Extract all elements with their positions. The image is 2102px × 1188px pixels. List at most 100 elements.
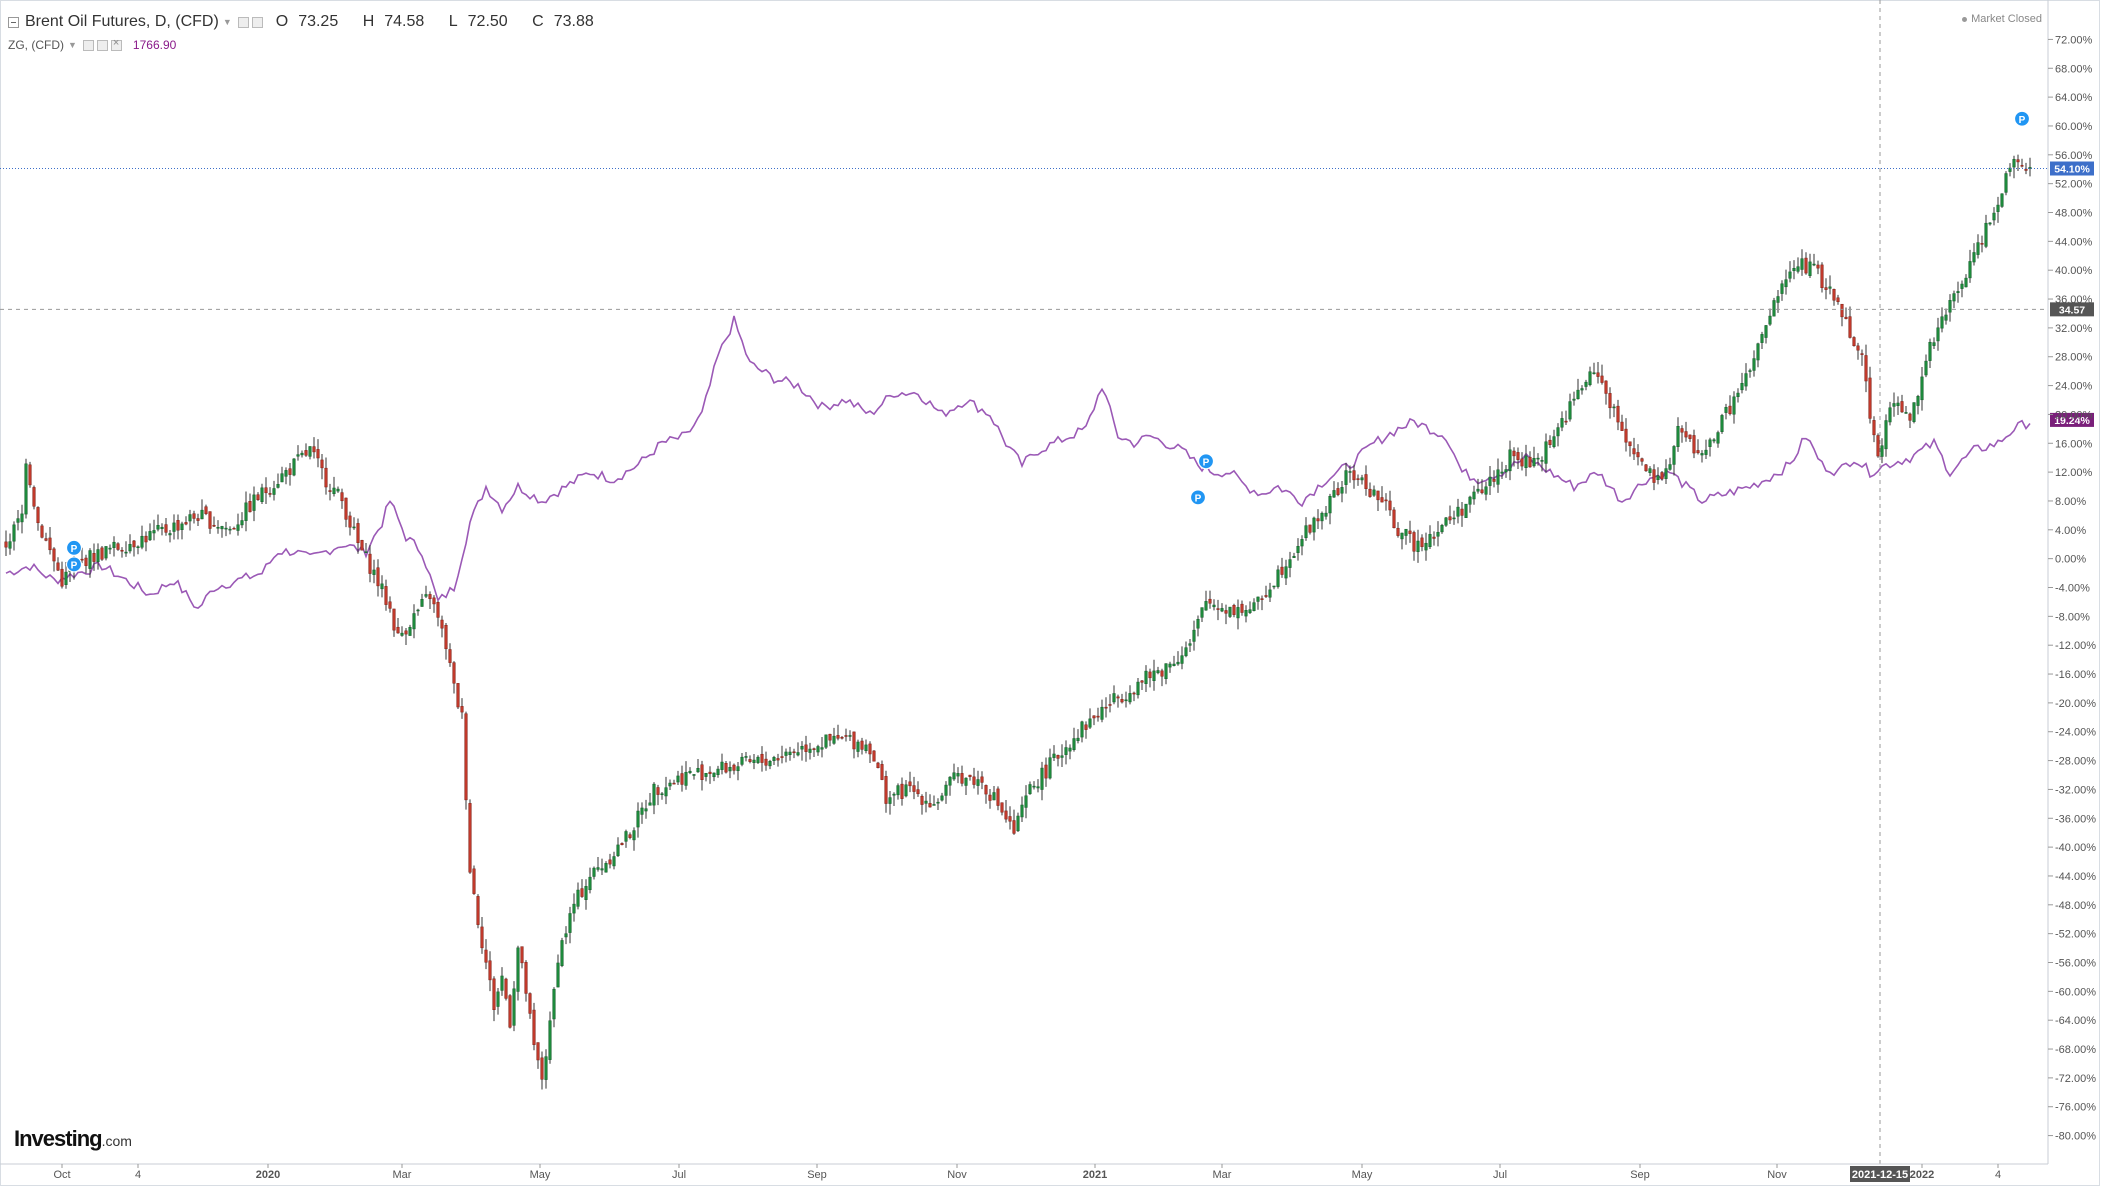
candle [80, 547, 84, 564]
candle-body [496, 991, 500, 1007]
candle-body [1768, 315, 1772, 325]
candle [1984, 214, 1988, 249]
y-tick-label: -68.00% [2055, 1044, 2096, 1056]
candle-body [64, 571, 68, 585]
candle-body [1144, 670, 1148, 684]
candle [1992, 207, 1996, 226]
y-tick-label: 40.00% [2055, 265, 2093, 277]
symbol-title[interactable]: Brent Oil Futures, D, (CFD) [25, 13, 219, 30]
visibility-icon[interactable] [251, 16, 263, 28]
candle-body [104, 546, 108, 559]
candle [1012, 809, 1016, 835]
candle [944, 781, 948, 804]
y-tick-label: 68.00% [2055, 63, 2093, 75]
candle [156, 514, 160, 532]
y-tick-label: -56.00% [2055, 958, 2096, 970]
candle [1732, 391, 1736, 424]
candle [1468, 495, 1472, 513]
candle [1264, 585, 1268, 599]
candle-body [1348, 471, 1352, 473]
candle [952, 763, 956, 781]
candle-body [84, 557, 88, 566]
candle-body [564, 933, 568, 938]
candle-body [868, 743, 872, 755]
candle [1088, 708, 1092, 729]
candle-body [948, 776, 952, 786]
candle-body [92, 553, 96, 562]
candle [936, 798, 940, 810]
candle-body [1204, 601, 1208, 611]
candle [1272, 585, 1276, 590]
y-tick-label: 44.00% [2055, 236, 2093, 248]
settings-icon[interactable] [82, 39, 94, 51]
p-marker-icon[interactable]: P [65, 539, 83, 556]
collapse-icon[interactable] [8, 16, 19, 28]
chevron-down-icon[interactable]: ▼ [68, 40, 77, 50]
candle-body [856, 741, 860, 752]
candle-body [340, 492, 344, 502]
candle-body [1720, 415, 1724, 432]
candle [828, 733, 832, 747]
p-marker-icon[interactable]: P [1189, 489, 1207, 506]
chevron-down-icon[interactable]: ▼ [222, 17, 232, 27]
candle-body [888, 797, 892, 804]
candle-body [788, 751, 792, 755]
candle-body [2000, 193, 2004, 207]
candle-body [696, 767, 700, 773]
candle-body [1044, 764, 1048, 779]
candle-body [1048, 757, 1052, 779]
candle [1772, 297, 1776, 317]
candle-body [20, 513, 24, 523]
candle-body [768, 761, 772, 767]
candle [956, 767, 960, 784]
candle [720, 753, 724, 775]
candle [2028, 157, 2032, 177]
p-marker-label: P [71, 560, 78, 571]
candle [616, 837, 620, 858]
candle [288, 463, 292, 486]
candle [1156, 666, 1160, 675]
candle-body [676, 775, 680, 783]
candle-body [1908, 413, 1912, 421]
compare-symbol[interactable]: ZG, (CFD) [8, 38, 64, 52]
candle [436, 601, 440, 627]
candle-body [684, 771, 688, 786]
settings-icon[interactable] [237, 16, 249, 28]
candle-body [1552, 436, 1556, 447]
brent-last-tag-text: 54.10% [2054, 164, 2090, 176]
candle-body [1928, 341, 1932, 361]
candle-body [456, 683, 460, 708]
candle-body [1872, 420, 1876, 436]
candle [820, 736, 824, 758]
low-label: L [448, 13, 458, 30]
candle [1492, 470, 1496, 488]
candle [1328, 493, 1332, 525]
candle [184, 516, 188, 526]
candle-body [712, 772, 716, 778]
candle-body [164, 524, 168, 533]
candle [1552, 429, 1556, 449]
candle-body [576, 889, 580, 907]
candle [1380, 486, 1384, 503]
candle [1212, 599, 1216, 611]
close-icon[interactable] [110, 37, 122, 51]
p-marker-icon[interactable]: P [65, 556, 83, 573]
candle-body [1064, 747, 1068, 755]
p-marker-icon[interactable]: P [2013, 110, 2031, 127]
candle [1100, 699, 1104, 723]
candle-body [1248, 609, 1252, 613]
candle-body [1500, 471, 1504, 474]
candle [1368, 482, 1372, 498]
visibility-icon[interactable] [96, 39, 108, 51]
candle-body [36, 507, 40, 524]
candle [1996, 196, 2000, 223]
p-marker-circle [1189, 489, 1207, 506]
candle [160, 523, 164, 536]
candle [88, 548, 92, 578]
candle [1948, 294, 1952, 322]
candle-body [1056, 755, 1060, 759]
zg-series-line[interactable] [5, 315, 2031, 609]
p-marker-icon[interactable]: P [1197, 453, 1215, 470]
candle [176, 514, 180, 540]
